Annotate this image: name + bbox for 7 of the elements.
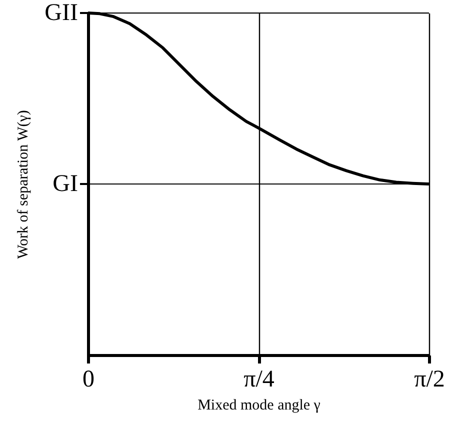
- y-axis-title: Work of separation W(γ): [16, 110, 32, 259]
- x-tick-label: π/4: [244, 366, 274, 392]
- x-axis-title: Mixed mode angle γ: [198, 398, 321, 414]
- ref-line-label: GII: [44, 0, 78, 26]
- x-tick-label: 0: [82, 366, 94, 392]
- ref-line-label: GI: [52, 171, 78, 197]
- x-tick-label: π/2: [414, 366, 445, 392]
